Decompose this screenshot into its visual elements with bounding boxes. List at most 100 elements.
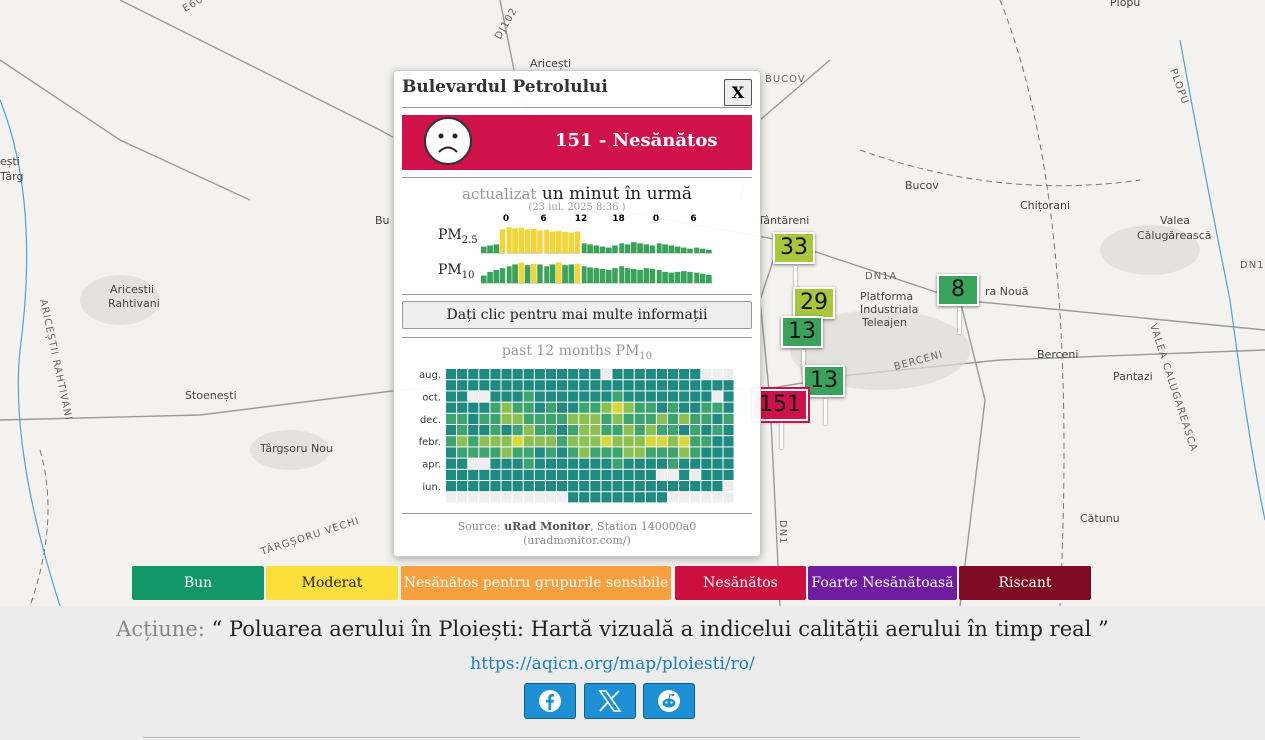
heatmap-cell	[612, 402, 623, 413]
month-label: febr.	[419, 437, 441, 448]
page-url[interactable]: https://aqicn.org/map/ploiesti/ro/	[470, 654, 755, 674]
heatmap-cell	[568, 469, 579, 480]
station-marker[interactable]: 8	[937, 274, 979, 334]
heatmap-cell	[490, 469, 501, 480]
heatmap-cell	[468, 436, 479, 447]
sparkline-bar	[587, 267, 593, 283]
heatmap-cell	[490, 458, 501, 469]
heatmap-cell	[534, 436, 545, 447]
heatmap-cell	[457, 469, 468, 480]
place-label: Stoenești	[185, 389, 237, 402]
share-reddit[interactable]	[643, 683, 695, 719]
heatmap-cell	[479, 492, 490, 503]
heatmap-cell	[612, 447, 623, 458]
heatmap-cell	[656, 436, 667, 447]
heatmap-cell	[634, 391, 645, 402]
heatmap-cell	[534, 469, 545, 480]
place-label: Plopu	[1110, 0, 1140, 9]
boundaries	[29, 0, 1141, 606]
heatmap-cell	[545, 391, 556, 402]
heatmap-cell	[679, 380, 690, 391]
sparkline-bar	[562, 231, 568, 253]
heatmap-cell	[690, 469, 701, 480]
station-marker[interactable]: 13	[803, 365, 845, 425]
heatmap-cell	[568, 447, 579, 458]
heatmap-cell	[545, 492, 556, 503]
legend-item[interactable]: Foarte Nesănătoasă	[808, 566, 957, 600]
sparkline-bar	[562, 265, 568, 283]
legend-item[interactable]: Bun	[132, 566, 264, 600]
heatmap-cell	[534, 380, 545, 391]
heatmap-cell	[668, 369, 679, 380]
station-marker[interactable]: 33	[773, 232, 815, 292]
heatmap-cell	[679, 436, 690, 447]
station-marker[interactable]: 29	[793, 287, 835, 347]
heatmap-cell	[701, 380, 712, 391]
heatmap-cell	[645, 469, 656, 480]
heatmap-cell	[523, 492, 534, 503]
place-label: ARICEȘTII RAHTIVANI	[37, 298, 74, 422]
sparkline-bar	[699, 273, 706, 283]
legend-item[interactable]: Nesănătos	[675, 566, 806, 600]
pm-sub: 10	[461, 269, 475, 281]
heatmap-cell	[623, 481, 634, 492]
heatmap-cell	[712, 391, 723, 402]
heatmap-cell	[634, 413, 645, 424]
heatmap-cell	[590, 425, 601, 436]
close-button[interactable]: X	[724, 79, 752, 106]
heatmap-cell	[457, 436, 468, 447]
heatmap-cell	[712, 458, 723, 469]
heatmap-cell	[723, 380, 734, 391]
heatmap-cell	[656, 458, 667, 469]
heatmap-cell	[712, 469, 723, 480]
heatmap-cell	[712, 492, 723, 503]
heatmap-cell	[701, 425, 712, 436]
heatmap-cell	[523, 469, 534, 480]
sparkline-bar	[656, 270, 662, 283]
heatmap-cell	[645, 436, 656, 447]
heatmap-cell	[490, 425, 501, 436]
heatmap-cell	[446, 425, 457, 436]
place-label: ești	[0, 155, 20, 168]
sparkline-bar	[537, 264, 543, 283]
more-info-button[interactable]: Dați clic pentru mai multe informații	[402, 301, 752, 329]
divider	[402, 337, 752, 338]
heatmap-cell	[501, 481, 512, 492]
heatmap-cell	[590, 481, 601, 492]
heatmap-cell	[579, 402, 590, 413]
sparkline-bar	[649, 268, 656, 283]
heatmap-cell	[690, 413, 701, 424]
heatmap-cell	[523, 380, 534, 391]
legend-item[interactable]: Moderat	[266, 566, 398, 600]
month-label: oct.	[422, 392, 441, 403]
sparkline-bar	[612, 268, 618, 283]
heatmap-cell	[656, 447, 667, 458]
sparkline-bar	[568, 232, 575, 253]
heatmap-cell	[645, 425, 656, 436]
station-marker[interactable]: 151	[750, 387, 810, 449]
heatmap-cell	[446, 481, 457, 492]
sparkline-bar	[487, 245, 493, 253]
share-x[interactable]	[584, 683, 636, 719]
updated-when: un minut în urmă	[541, 184, 692, 204]
heatmap-cell	[479, 425, 490, 436]
station-title: Bulevardul Petrolului	[402, 77, 608, 97]
sparkline-bar	[537, 230, 543, 253]
updated: actualizat un minut în urmă	[394, 184, 760, 204]
heatmap-cell	[723, 391, 734, 402]
heatmap-cell	[645, 402, 656, 413]
station-marker[interactable]: 13	[781, 316, 823, 376]
legend-item[interactable]: Nesănătos pentru grupurile sensibile	[401, 566, 671, 600]
share-facebook[interactable]	[524, 683, 576, 719]
heatmap-cell	[690, 458, 701, 469]
heatmap-cell	[501, 469, 512, 480]
sparkline-bar	[637, 243, 643, 253]
heatmap-cell	[568, 369, 579, 380]
legend-item[interactable]: Riscant	[959, 566, 1091, 600]
heatmap-cell	[534, 425, 545, 436]
heatmap-cell	[690, 391, 701, 402]
heatmap-cell	[712, 425, 723, 436]
aqi-value: 151	[555, 130, 593, 151]
sparkline-bar	[624, 244, 631, 253]
heatmap-cell	[645, 481, 656, 492]
